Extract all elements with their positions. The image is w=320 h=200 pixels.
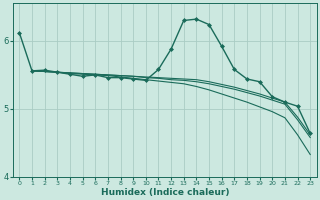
X-axis label: Humidex (Indice chaleur): Humidex (Indice chaleur) <box>100 188 229 197</box>
